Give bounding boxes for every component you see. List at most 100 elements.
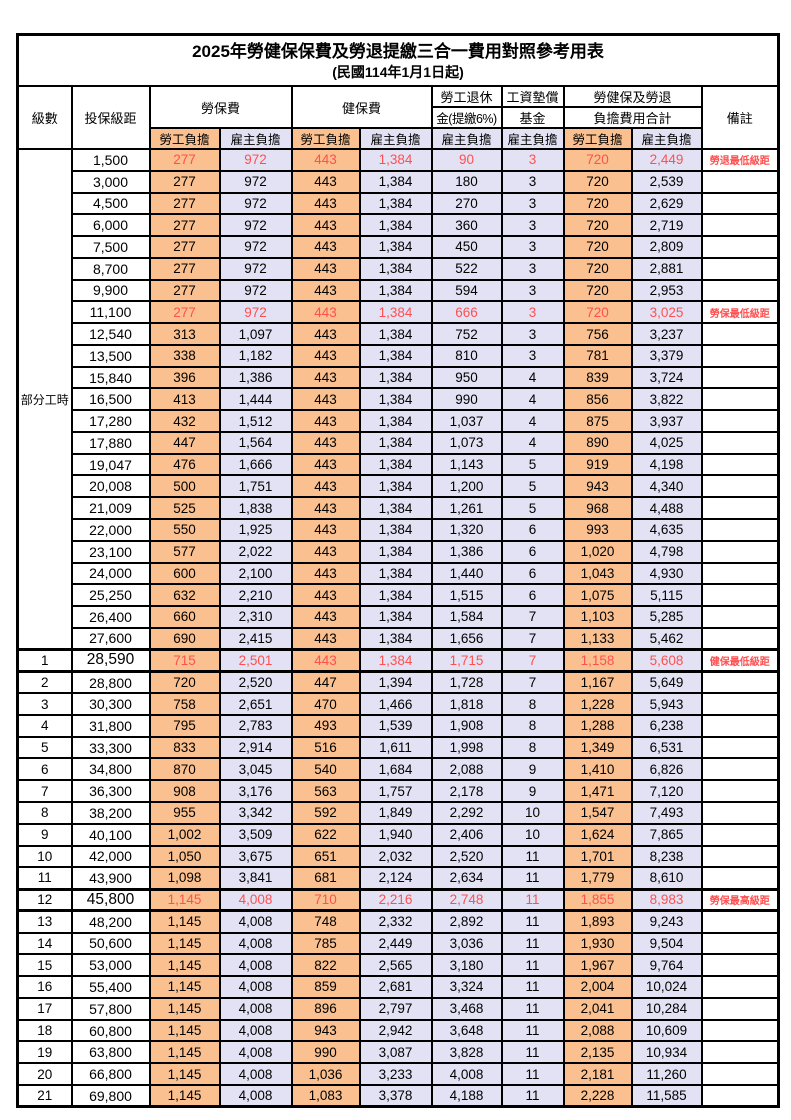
cell-pension-employer: 1,440 xyxy=(430,561,503,586)
bracket-cell: 28,800 xyxy=(70,670,151,695)
cell-health-insurance-employee: 447 xyxy=(290,670,361,695)
cell-total-employer: 8,983 xyxy=(630,887,703,913)
cell-labor-insurance-employee: 432 xyxy=(148,409,221,433)
bracket-cell: 31,800 xyxy=(70,713,151,738)
table-row: 6,000 277 972 443 1,384 360 3 720 2,719 xyxy=(18,213,780,238)
cell-wage-fund-employer: 11 xyxy=(500,953,565,978)
level-cell: 13 xyxy=(16,909,73,934)
cell-labor-insurance-employer: 2,520 xyxy=(218,670,293,695)
cell-health-insurance-employer: 1,940 xyxy=(358,822,433,847)
bracket-cell: 4,500 xyxy=(70,191,151,216)
remark-cell xyxy=(700,452,780,477)
cell-wage-fund-employer: 3 xyxy=(500,235,565,259)
subheader-pension-employer: 雇主負擔 xyxy=(430,127,503,150)
cell-health-insurance-employer: 2,124 xyxy=(358,866,433,891)
level-cell: 18 xyxy=(16,1018,73,1043)
cell-pension-employer: 2,178 xyxy=(430,779,503,803)
cell-pension-employer: 1,728 xyxy=(430,670,503,695)
cell-total-employee: 856 xyxy=(562,387,633,412)
header-labor-insurance: 勞保費 xyxy=(148,85,293,129)
cell-labor-insurance-employee: 476 xyxy=(148,452,221,477)
cell-labor-insurance-employee: 715 xyxy=(148,648,221,673)
cell-total-employee: 968 xyxy=(562,496,633,521)
cell-total-employee: 1,349 xyxy=(562,735,633,760)
cell-health-insurance-employee: 710 xyxy=(290,887,361,913)
cell-pension-employer: 2,892 xyxy=(430,909,503,934)
cell-health-insurance-employee: 443 xyxy=(290,474,361,499)
level-cell: 16 xyxy=(16,975,73,999)
remark-cell xyxy=(700,561,780,586)
cell-total-employee: 1,103 xyxy=(562,605,633,629)
bracket-cell: 28,590 xyxy=(70,648,151,673)
cell-total-employee: 720 xyxy=(562,278,633,303)
cell-pension-employer: 1,200 xyxy=(430,474,503,499)
level-cell: 11 xyxy=(16,866,73,891)
cell-labor-insurance-employer: 972 xyxy=(218,148,293,172)
table-row: 22,000 550 1,925 443 1,384 1,320 6 993 4,635 xyxy=(18,518,780,542)
level-cell: 7 xyxy=(16,779,73,803)
cell-pension-employer: 1,320 xyxy=(430,518,503,542)
cell-health-insurance-employee: 443 xyxy=(290,169,361,194)
cell-pension-employer: 2,406 xyxy=(430,822,503,847)
level-cell: 12 xyxy=(16,887,73,913)
level-cell: 19 xyxy=(16,1040,73,1065)
cell-labor-insurance-employee: 1,145 xyxy=(148,909,221,934)
cell-health-insurance-employer: 1,384 xyxy=(358,169,433,194)
cell-pension-employer: 3,828 xyxy=(430,1040,503,1065)
cell-health-insurance-employer: 3,378 xyxy=(358,1083,433,1108)
cell-health-insurance-employer: 1,394 xyxy=(358,670,433,695)
header-pension-line2: 金(提繳6%) xyxy=(430,106,503,129)
cell-total-employer: 3,822 xyxy=(630,387,703,412)
cell-health-insurance-employee: 443 xyxy=(290,518,361,542)
remark-cell xyxy=(700,256,780,281)
cell-health-insurance-employer: 2,216 xyxy=(358,887,433,913)
cell-total-employer: 3,379 xyxy=(630,343,703,368)
cell-labor-insurance-employer: 1,444 xyxy=(218,387,293,412)
cell-total-employee: 1,075 xyxy=(562,583,633,608)
cell-health-insurance-employee: 443 xyxy=(290,256,361,281)
remark-cell xyxy=(700,844,780,869)
remark-cell xyxy=(700,670,780,695)
cell-wage-fund-employer: 8 xyxy=(500,692,565,716)
cell-health-insurance-employer: 1,611 xyxy=(358,735,433,760)
cell-labor-insurance-employee: 447 xyxy=(148,430,221,455)
bracket-cell: 13,500 xyxy=(70,343,151,368)
cell-total-employee: 720 xyxy=(562,235,633,259)
cell-total-employer: 3,237 xyxy=(630,322,703,346)
cell-total-employee: 993 xyxy=(562,518,633,542)
cell-wage-fund-employer: 7 xyxy=(500,605,565,629)
cell-pension-employer: 3,036 xyxy=(430,931,503,956)
cell-total-employer: 5,285 xyxy=(630,605,703,629)
remark-cell: 勞保最低級距 xyxy=(700,300,780,325)
cell-pension-employer: 4,188 xyxy=(430,1083,503,1108)
header-row-1: 級數 投保級距 勞保費 健保費 勞工退休 工資墊償 勞健保及勞退 備註 xyxy=(16,85,780,150)
cell-total-employer: 5,462 xyxy=(630,626,703,651)
table-row: 19 63,800 1,145 4,008 990 3,087 3,828 11 2,135 10… xyxy=(16,1040,780,1065)
cell-wage-fund-employer: 9 xyxy=(500,779,565,803)
cell-total-employee: 781 xyxy=(562,343,633,368)
cell-wage-fund-employer: 11 xyxy=(500,887,565,913)
remark-cell xyxy=(700,626,780,651)
cell-labor-insurance-employee: 550 xyxy=(148,518,221,542)
cell-labor-insurance-employer: 4,008 xyxy=(218,887,293,913)
cell-total-employee: 720 xyxy=(562,256,633,281)
cell-wage-fund-employer: 8 xyxy=(500,713,565,738)
level-cell: 1 xyxy=(16,648,73,673)
cell-total-employer: 2,953 xyxy=(630,278,703,303)
cell-wage-fund-employer: 3 xyxy=(500,213,565,238)
remark-cell xyxy=(700,713,780,738)
cell-labor-insurance-employee: 413 xyxy=(148,387,221,412)
cell-total-employer: 4,340 xyxy=(630,474,703,499)
table-row: 14 50,600 1,145 4,008 785 2,449 3,036 11 1,930 9,… xyxy=(16,931,780,956)
cell-total-employer: 7,120 xyxy=(630,779,703,803)
level-cell: 9 xyxy=(16,822,73,847)
cell-labor-insurance-employer: 1,838 xyxy=(218,496,293,521)
cell-total-employer: 2,881 xyxy=(630,256,703,281)
cell-health-insurance-employee: 822 xyxy=(290,953,361,978)
cell-health-insurance-employer: 1,384 xyxy=(358,322,433,346)
cell-total-employer: 9,504 xyxy=(630,931,703,956)
cell-wage-fund-employer: 11 xyxy=(500,1040,565,1065)
level-cell: 4 xyxy=(16,713,73,738)
remark-cell xyxy=(700,583,780,608)
cell-pension-employer: 522 xyxy=(430,256,503,281)
